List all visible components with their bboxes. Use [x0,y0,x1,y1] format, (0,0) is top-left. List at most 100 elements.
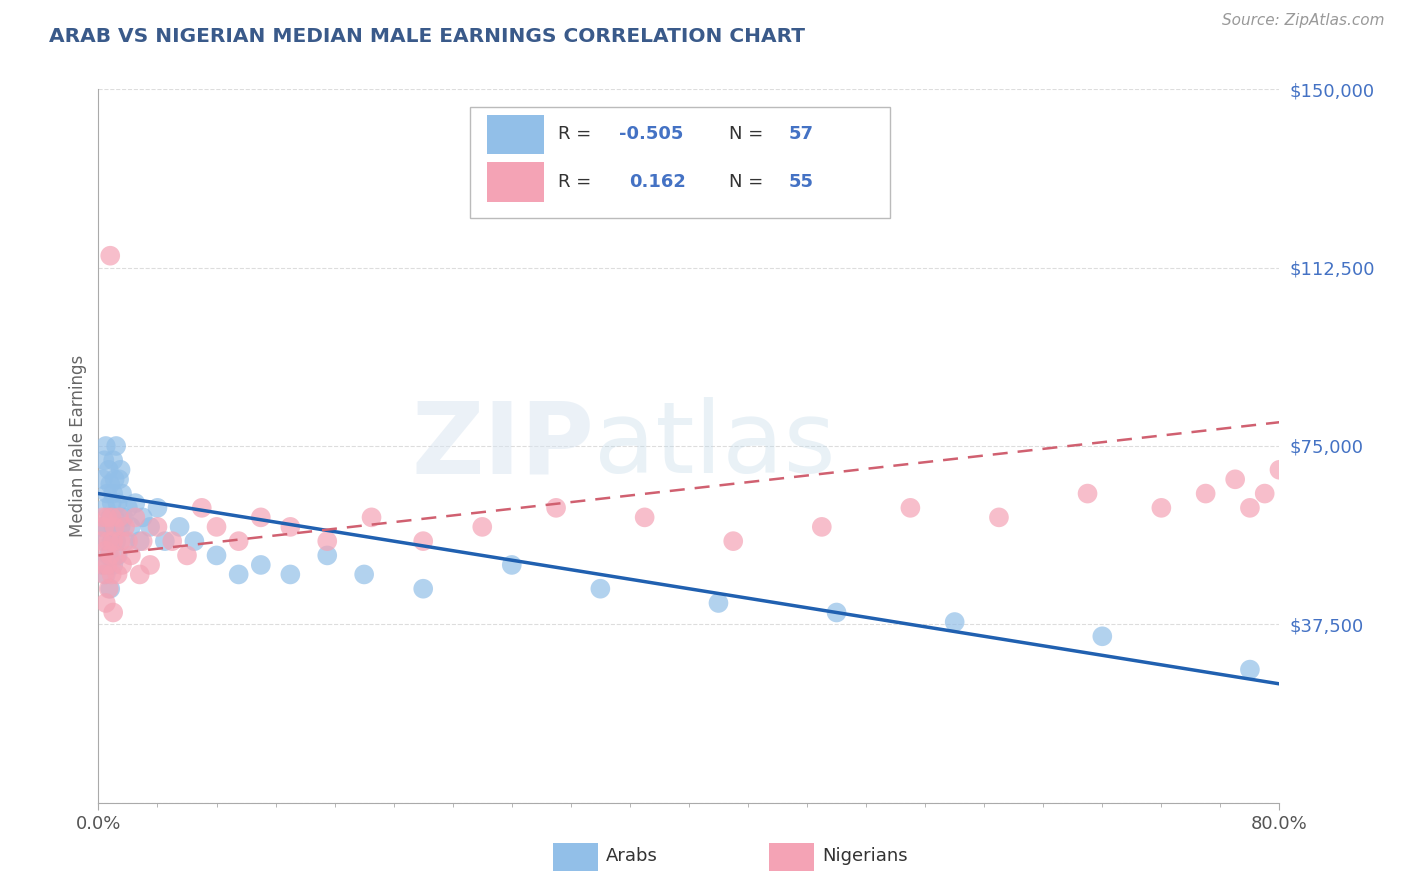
Point [111,486,134,500]
Point [707,596,730,610]
Point [96,510,118,524]
Point [120,520,142,534]
Point [91,472,114,486]
Point [353,567,375,582]
Point [412,582,434,596]
Point [112,510,135,524]
Point [98,549,121,563]
Point [280,567,302,582]
Point [128,534,150,549]
Point [98,249,121,263]
Point [110,463,132,477]
Text: Source: ZipAtlas.com: Source: ZipAtlas.com [1222,13,1385,29]
Text: 55: 55 [789,173,813,191]
Point [153,534,176,549]
Point [205,549,228,563]
Point [107,549,129,563]
Point [501,558,523,572]
Point [1225,472,1247,486]
FancyBboxPatch shape [486,114,544,153]
Point [1239,500,1261,515]
Point [93,520,115,534]
Point [205,520,228,534]
Point [250,510,273,524]
Point [114,520,136,534]
Point [228,534,250,549]
Point [105,534,128,549]
Point [132,534,155,549]
Point [103,453,125,467]
Point [94,596,117,610]
Point [810,520,832,534]
Point [91,558,114,572]
Point [108,510,131,524]
Text: 57: 57 [789,125,813,143]
Point [105,549,128,563]
Point [104,520,127,534]
FancyBboxPatch shape [486,162,544,202]
Point [97,534,120,549]
Point [280,520,302,534]
Y-axis label: Median Male Earnings: Median Male Earnings [69,355,87,537]
Point [107,496,129,510]
Point [103,486,125,500]
Point [96,486,118,500]
Point [146,500,169,515]
Point [114,534,136,549]
Point [94,543,117,558]
Point [94,567,117,582]
Point [120,549,142,563]
Point [104,510,127,524]
Point [250,558,273,572]
Text: 0.162: 0.162 [628,173,686,191]
Point [117,500,139,515]
Point [900,500,922,515]
Point [111,558,134,572]
Point [90,534,112,549]
Point [107,567,129,582]
Point [100,496,122,510]
Text: R =: R = [558,125,596,143]
Point [103,558,125,572]
Point [90,520,112,534]
Point [98,582,121,596]
Point [97,463,120,477]
Point [103,520,125,534]
Point [1239,663,1261,677]
FancyBboxPatch shape [471,107,890,218]
Text: N =: N = [730,173,769,191]
Text: Nigerians: Nigerians [823,847,908,865]
Text: atlas: atlas [595,398,837,494]
Point [98,477,121,491]
Point [1150,500,1173,515]
Point [316,534,339,549]
Point [128,567,150,582]
Point [100,510,122,524]
Point [104,472,127,486]
Point [132,510,155,524]
Point [110,520,132,534]
Point [93,567,115,582]
Point [1254,486,1277,500]
Point [412,534,434,549]
Point [191,500,214,515]
Point [316,549,339,563]
Point [117,534,139,549]
Text: Arabs: Arabs [606,847,658,865]
Point [96,520,118,534]
Point [91,510,114,524]
Point [105,439,128,453]
FancyBboxPatch shape [553,844,598,871]
Point [139,520,162,534]
Point [110,534,132,549]
Point [98,510,121,524]
Text: R =: R = [558,173,596,191]
Point [471,520,494,534]
Point [176,549,198,563]
Point [97,549,120,563]
Point [93,453,115,467]
Point [162,534,183,549]
Point [723,534,745,549]
Point [146,520,169,534]
Point [228,567,250,582]
